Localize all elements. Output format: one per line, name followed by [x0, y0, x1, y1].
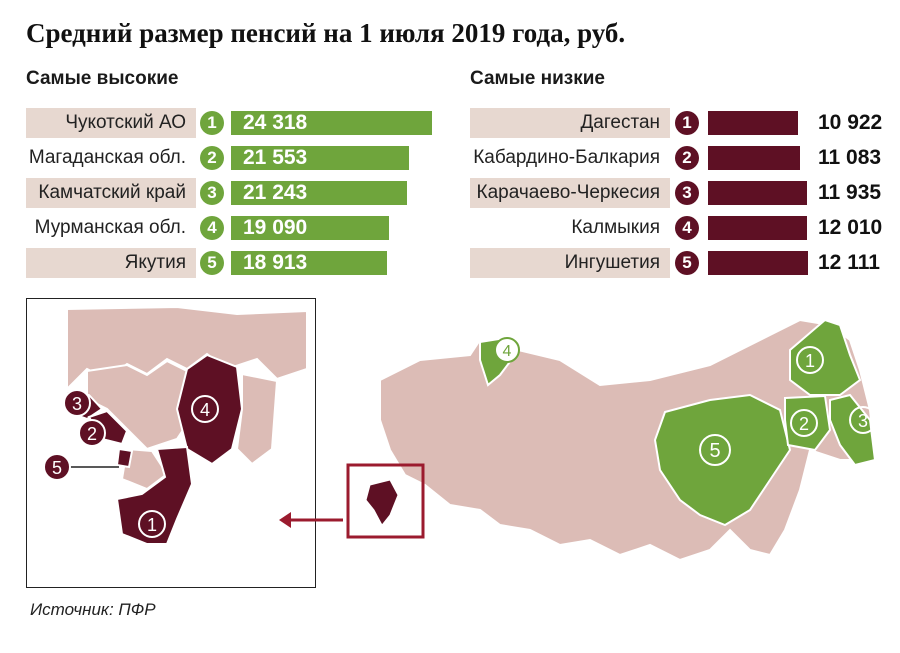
low-bar — [708, 181, 807, 205]
inset-region-chechnya — [120, 447, 169, 491]
low-region-label: Калмыкия — [571, 217, 660, 238]
high-value-label: 21 243 — [243, 181, 308, 204]
low-rank-badge: 3 — [675, 181, 699, 205]
low-region-label: Кабардино-Балкария — [473, 147, 660, 168]
high-region-label: Якутия — [26, 248, 196, 278]
inset-marker-1: 1 — [138, 510, 166, 538]
low-row: Калмыкия 4 12 010 — [0, 213, 900, 243]
low-region-label: Ингушетия — [470, 248, 670, 278]
high-row: Чукотский АО 1 24 318 — [0, 108, 450, 138]
high-region-label: Чукотский АО — [26, 108, 196, 138]
inset-map: 4 3 2 5 1 — [43, 305, 308, 545]
inset-marker-2: 2 — [78, 419, 106, 447]
svg-text:2: 2 — [799, 414, 809, 434]
low-bar — [708, 146, 800, 170]
low-row: Дагестан 1 10 922 — [0, 108, 900, 138]
high-bar — [231, 111, 432, 135]
inset-marker-5: 5 — [43, 453, 71, 481]
svg-text:4: 4 — [200, 400, 210, 420]
high-rank-badge: 1 — [200, 111, 224, 135]
low-rank-badge: 2 — [675, 146, 699, 170]
high-value-label: 19 090 — [243, 216, 308, 239]
high-rank-badge: 2 — [200, 146, 224, 170]
inset-region-ingushetia[interactable] — [115, 447, 134, 469]
lowest-heading: Самые низкие — [470, 68, 606, 89]
low-value-label: 12 010 — [818, 216, 883, 239]
low-rank-badge: 4 — [675, 216, 699, 240]
low-rank-badge: 5 — [675, 251, 699, 275]
high-rank-badge: 4 — [200, 216, 224, 240]
north-caucasus-inset: 4 3 2 5 1 — [26, 298, 316, 588]
svg-text:2: 2 — [87, 424, 97, 444]
region-kamchatka[interactable] — [829, 393, 877, 467]
inset-marker-3: 3 — [63, 389, 91, 417]
highest-heading: Самые высокие — [26, 68, 179, 89]
high-row: Мурманская обл. 4 19 090 — [0, 213, 450, 243]
low-row: Кабардино-Балкария 2 11 083 — [0, 143, 900, 173]
low-region-label: Карачаево-Черкесия — [470, 178, 670, 208]
frame-region-highlight — [365, 479, 399, 526]
high-value-label: 18 913 — [243, 251, 308, 274]
high-bar — [231, 146, 410, 170]
map-marker-4: 4 — [494, 337, 520, 363]
region-chukotka[interactable] — [789, 318, 862, 396]
low-value-label: 10 922 — [818, 111, 883, 134]
map-marker-3: 3 — [849, 406, 877, 434]
source-note: Источник: ПФР — [30, 600, 156, 619]
inset-region-rostov — [235, 372, 279, 466]
inset-arrow — [279, 512, 343, 528]
svg-text:1: 1 — [805, 351, 815, 371]
high-region-label: Камчатский край — [26, 178, 196, 208]
low-row: Карачаево-Черкесия 3 11 935 — [0, 178, 900, 208]
high-row: Якутия 5 18 913 — [0, 248, 450, 278]
high-row: Камчатский край 3 21 243 — [0, 178, 450, 208]
high-region-label: Магаданская обл. — [28, 147, 186, 168]
region-magadan[interactable] — [784, 394, 832, 452]
svg-text:3: 3 — [858, 411, 868, 431]
inset-region-dagestan[interactable] — [115, 445, 194, 545]
page-title: Средний размер пенсий на 1 июля 2019 год… — [26, 18, 626, 48]
low-bar — [708, 251, 808, 275]
high-value-label: 21 553 — [243, 146, 308, 169]
high-rank-badge: 5 — [200, 251, 224, 275]
high-region-label: Мурманская обл. — [34, 217, 186, 238]
high-bar — [231, 216, 389, 240]
low-region-label: Дагестан — [470, 108, 670, 138]
inset-marker-4: 4 — [191, 395, 219, 423]
low-rank-badge: 1 — [675, 111, 699, 135]
russia-map: 1 2 3 4 5 — [346, 318, 877, 562]
high-bar — [231, 181, 407, 205]
svg-text:4: 4 — [503, 343, 512, 360]
north-caucasus-frame[interactable] — [346, 463, 425, 539]
svg-text:5: 5 — [52, 458, 62, 478]
low-value-label: 11 083 — [818, 146, 882, 169]
map-marker-5: 5 — [699, 434, 731, 466]
low-row: Ингушетия 5 12 111 — [0, 248, 900, 278]
svg-text:5: 5 — [709, 440, 720, 462]
high-bar — [231, 251, 388, 275]
map-marker-2: 2 — [790, 409, 818, 437]
region-yakutia[interactable] — [653, 393, 792, 527]
map-marker-1: 1 — [796, 346, 824, 374]
svg-text:1: 1 — [147, 515, 157, 535]
low-bar — [708, 111, 799, 135]
high-rank-badge: 3 — [200, 181, 224, 205]
low-bar — [708, 216, 808, 240]
low-value-label: 12 111 — [818, 251, 880, 274]
low-value-label: 11 935 — [818, 181, 882, 204]
high-row: Магаданская обл. 2 21 553 — [0, 143, 450, 173]
high-value-label: 24 318 — [243, 111, 308, 134]
svg-text:3: 3 — [72, 394, 82, 414]
